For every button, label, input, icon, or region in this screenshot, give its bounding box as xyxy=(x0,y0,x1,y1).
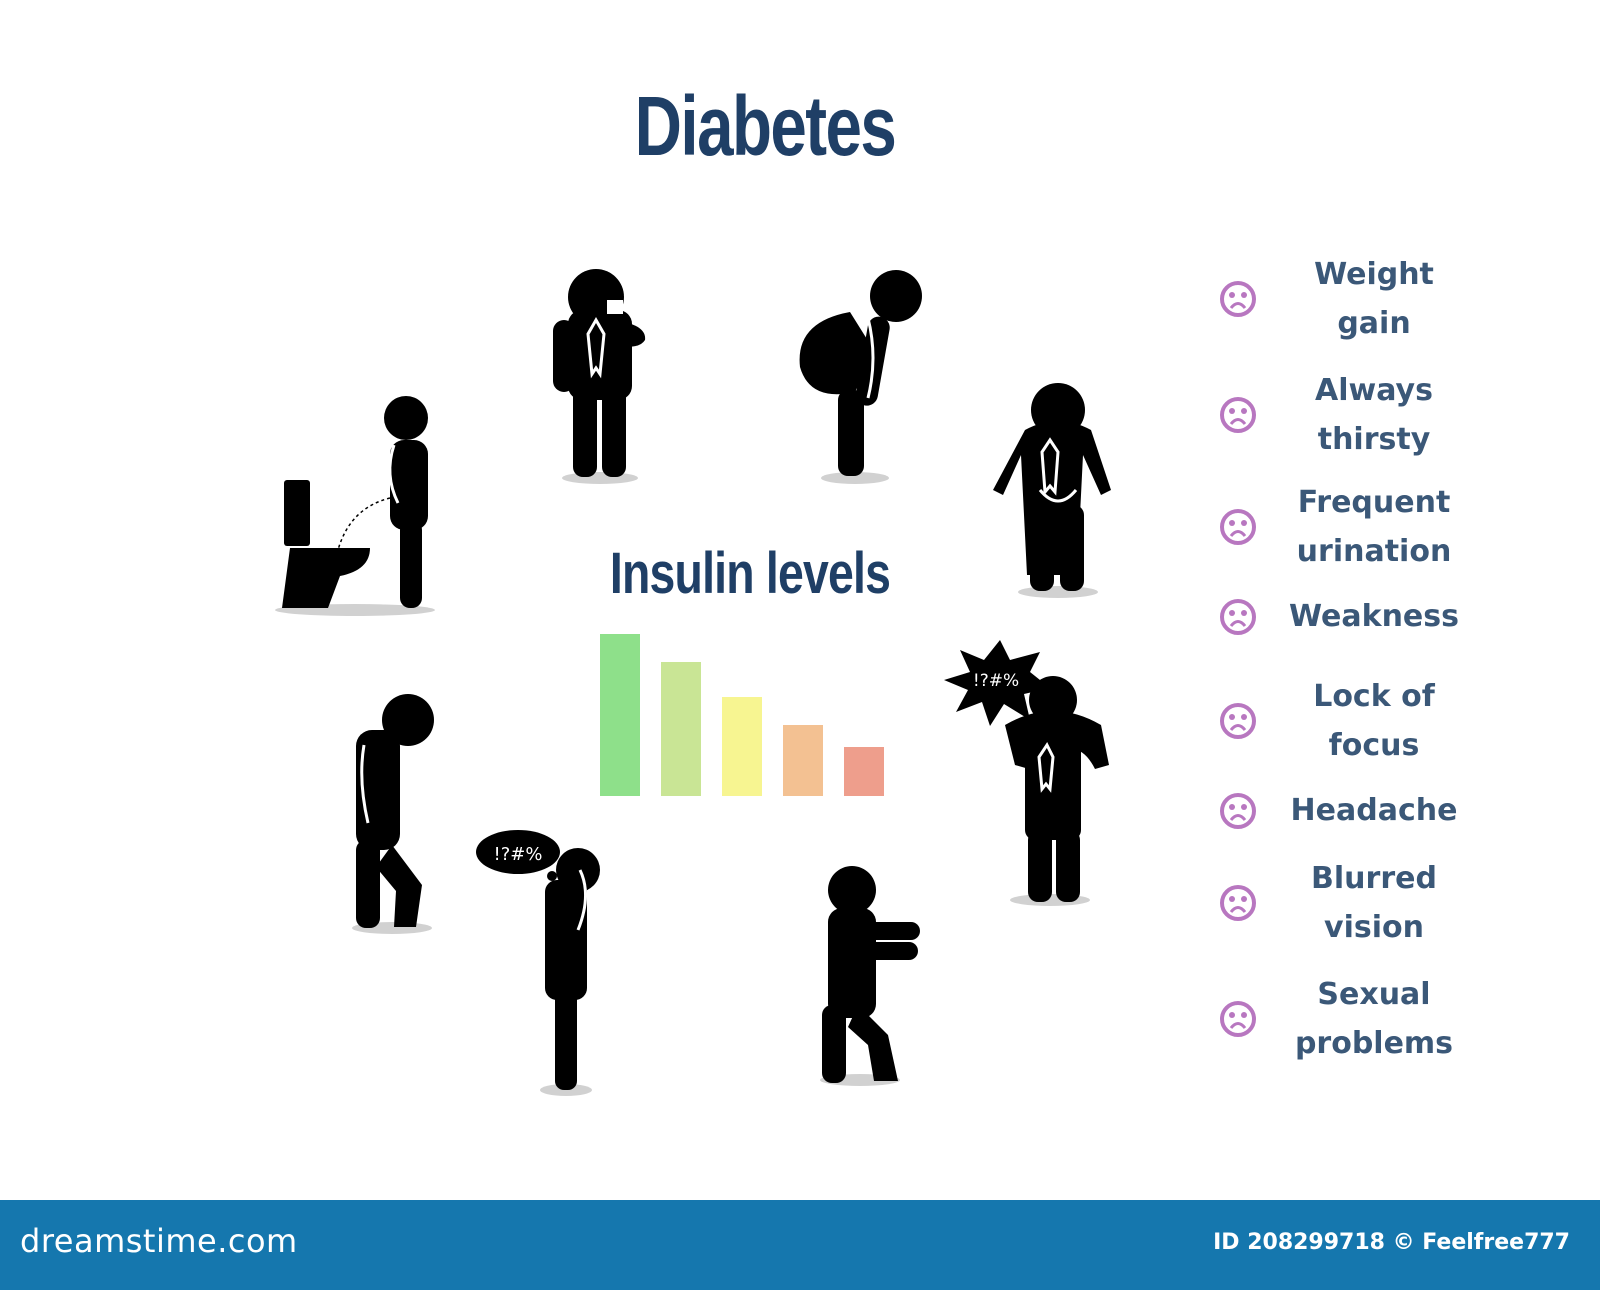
headache-figure-icon xyxy=(944,640,1109,902)
frequent-urination-figure-icon xyxy=(993,383,1111,591)
thought-bubble-text: !?#% xyxy=(494,844,543,865)
toilet-figure-icon xyxy=(282,396,428,608)
symptom-label: Sexual problems xyxy=(1294,977,1454,1061)
symptom-label: Always thirsty xyxy=(1315,373,1433,457)
frown-face-icon xyxy=(1220,281,1256,317)
symptom-label: Headache xyxy=(1290,793,1458,828)
insulin-bar-3 xyxy=(722,697,762,796)
footer-brand[interactable]: dreamstime.com xyxy=(20,1222,298,1260)
symptom-label: Weakness xyxy=(1289,599,1459,634)
symptom-item: Sexual problems xyxy=(1218,970,1478,1068)
frown-face-icon xyxy=(1220,703,1256,739)
weakness-figure-icon xyxy=(356,694,434,928)
footer-credit: ID 208299718 © Feelfree777 xyxy=(1213,1230,1570,1255)
symptom-item: Headache xyxy=(1218,786,1478,835)
frown-face-icon xyxy=(1220,792,1256,829)
symptom-item: Weakness xyxy=(1218,592,1478,641)
insulin-bar-2 xyxy=(661,662,701,796)
frown-face-icon xyxy=(1220,397,1256,433)
symptom-item: Weight gain xyxy=(1218,250,1478,348)
drinking-figure-icon xyxy=(553,269,646,477)
chart-title: Insulin levels xyxy=(609,541,891,606)
frown-face-icon xyxy=(1220,598,1256,635)
insulin-bar-1 xyxy=(600,634,640,796)
frown-face-icon xyxy=(1220,1001,1256,1037)
symptom-item: Frequent urination xyxy=(1218,478,1478,576)
symptom-item: Always thirsty xyxy=(1218,366,1478,464)
symptom-label: Blurred vision xyxy=(1311,861,1437,945)
frown-face-icon xyxy=(1220,885,1256,921)
blurred-vision-figure-icon xyxy=(822,866,920,1083)
weight-gain-figure-icon xyxy=(799,270,922,476)
symptom-label: Weight gain xyxy=(1314,257,1434,341)
insulin-bar-5 xyxy=(844,747,884,796)
insulin-bar-chart xyxy=(600,634,884,796)
symptom-item: Blurred vision xyxy=(1218,854,1478,952)
symptom-label: Lock of focus xyxy=(1313,679,1435,763)
symptom-item: Lock of focus xyxy=(1218,672,1478,770)
burst-bubble-text: !?#% xyxy=(973,671,1019,691)
page-title: Diabetes xyxy=(634,79,897,173)
frown-face-icon xyxy=(1220,509,1256,545)
footer-bar: dreamstime.com ID 208299718 © Feelfree77… xyxy=(0,1200,1600,1290)
lack-of-focus-figure-icon xyxy=(476,830,600,1090)
figures-illustration: !?#% !?#% xyxy=(275,269,1111,1096)
insulin-bar-4 xyxy=(783,725,823,796)
symptom-label: Frequent urination xyxy=(1296,485,1452,569)
